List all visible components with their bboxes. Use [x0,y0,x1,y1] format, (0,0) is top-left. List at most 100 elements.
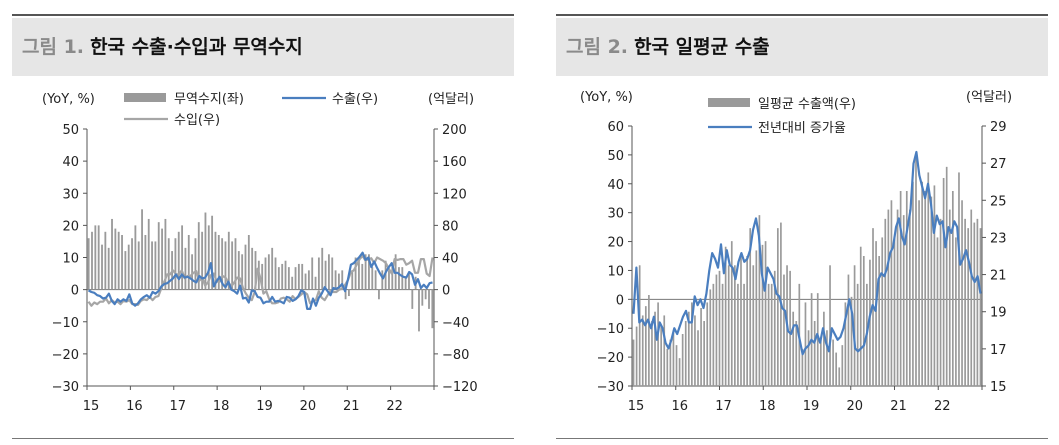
bar [421,289,424,306]
bar [237,251,240,290]
bar [776,228,779,386]
bar [884,218,887,386]
bar [361,263,364,290]
bar [905,191,908,386]
figure-number: 그림 1. [22,36,85,58]
bar [687,311,690,386]
bar [675,345,678,386]
bar [869,259,871,386]
bar [740,256,742,386]
left-tick-label: 10 [607,264,624,279]
x-tick-label: 16 [671,399,688,414]
bar [663,315,666,386]
bar [632,339,635,386]
left-tick-label: 30 [62,187,79,202]
bar [770,283,773,386]
bar [758,215,761,386]
bar [214,231,217,290]
bar [902,215,905,386]
bar [795,321,798,386]
bar [284,260,287,290]
bar [789,270,791,386]
bar [691,302,693,386]
right-tick-label: 23 [990,231,1007,246]
bar [398,267,400,290]
bar [844,302,847,386]
bar [927,172,930,386]
bar [648,295,650,386]
bar [131,238,133,290]
bar [958,172,960,386]
right-axis-unit-label: (억달러) [966,90,1012,105]
bar [151,241,153,290]
top-rule [556,14,1048,16]
x-tick-label: 20 [846,399,863,414]
left-tick-label: 50 [607,149,624,164]
bar [749,228,752,386]
bar [887,209,890,386]
right-tick-label: −120 [442,380,478,395]
bar [829,265,831,386]
bar [311,257,314,290]
bar [267,254,270,290]
bar [641,315,644,386]
x-tick-label: 22 [934,399,951,414]
title-bar: 그림 2. 한국 일평균 수출 [556,18,1048,76]
bar [654,311,656,386]
bar [964,218,966,386]
bar [936,237,939,386]
left-tick-label: −10 [52,316,79,331]
x-tick-label: 20 [300,399,317,414]
left-tick-label: −10 [597,322,624,337]
left-tick-label: 10 [62,252,79,267]
bar [274,257,277,290]
bar [730,241,733,386]
bar [408,273,410,290]
bar [850,296,853,386]
bar [681,334,684,386]
figure-caption: 한국 일평균 수출 [634,36,770,58]
bar [224,241,227,290]
bar [930,196,933,386]
figure-title: 그림 2. 한국 일평균 수출 [566,36,770,58]
figure-number: 그림 2. [566,36,629,58]
left-tick-label: 20 [607,236,624,251]
bar [939,218,942,386]
bar [764,241,767,386]
bar [418,289,420,332]
bar [211,215,214,290]
bar [755,250,758,386]
daily-exports-chart: −30 −20 −10 0 10 20 30 40 50 60 15 17 19 21 23 25 27 29 15… [580,90,1012,414]
bar [899,191,902,386]
bar [241,254,244,290]
bar [358,260,360,290]
bar [217,235,220,290]
bar [271,247,274,290]
bar [703,321,705,386]
bar [154,241,157,290]
bar [254,251,257,290]
bar [231,241,234,290]
bar [87,238,90,290]
bar [819,339,822,386]
bar [697,330,699,386]
bar [381,270,384,290]
left-tick-label: 50 [62,123,79,138]
bar [424,289,427,300]
bar [388,270,390,290]
x-tick-label: 16 [126,399,143,414]
figure-caption: 한국 수출·수입과 무역수지 [90,36,303,58]
bar [157,222,160,290]
bar [638,265,641,386]
bar [933,185,936,386]
bar [644,306,647,386]
bar [428,289,430,309]
bar [371,267,374,290]
bar [91,231,93,290]
bar [94,225,97,290]
bar [835,352,838,386]
bar [660,324,663,386]
bar [324,260,327,290]
bar [321,247,324,290]
bar [177,231,180,290]
